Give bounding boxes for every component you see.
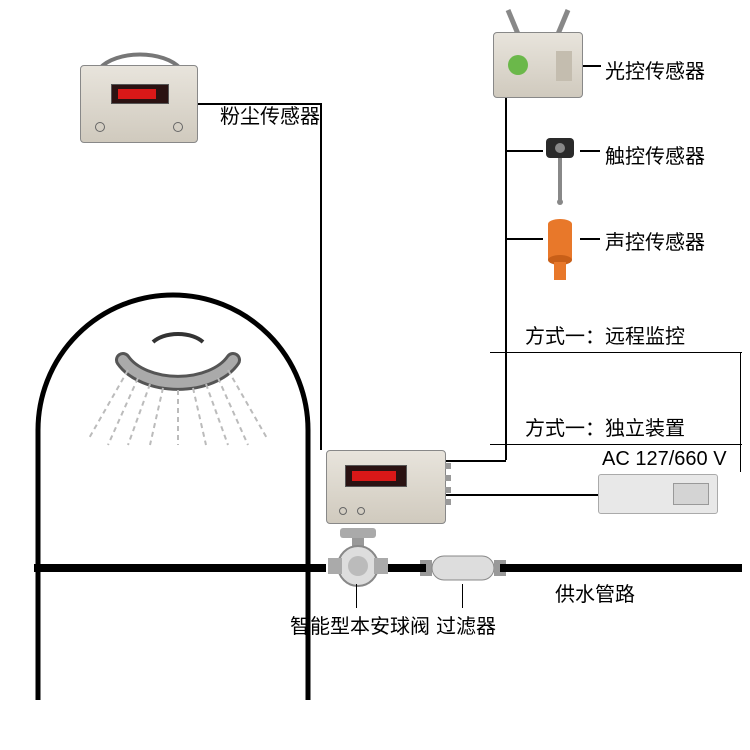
valve-drop — [356, 584, 357, 608]
filter-drop — [462, 584, 463, 608]
wire-sound-r — [580, 238, 600, 240]
touch-sensor-device — [540, 130, 580, 210]
wire-sound — [507, 238, 543, 240]
mode-remote-label: 方式一：远程监控 — [525, 320, 685, 349]
controller-device — [326, 450, 446, 524]
junction-box — [493, 32, 583, 98]
water-pipe-label: 供水管路 — [555, 578, 635, 607]
sensor-bus — [505, 98, 507, 460]
wire-dust-right — [198, 103, 322, 105]
sound-sensor-device — [540, 216, 580, 286]
valve-device — [320, 524, 400, 594]
wire-psu — [446, 494, 598, 496]
mode-remote-drop — [740, 352, 741, 472]
wire-light — [583, 65, 601, 67]
ac-voltage-label: AC 127/660 V — [602, 448, 727, 471]
wire-touch — [507, 150, 543, 152]
mode-standalone-label: 方式一：独立装置 — [525, 412, 685, 441]
mode-remote-underline — [490, 352, 742, 353]
valve-label: 智能型本安球阀 — [290, 610, 430, 639]
water-pipe-mid — [388, 564, 426, 572]
water-pipe-left — [34, 564, 326, 572]
water-pipe-right — [500, 564, 742, 572]
light-sensor-label: 光控传感器 — [605, 55, 705, 84]
wire-controller-bus — [446, 460, 506, 462]
dust-sensor-device — [80, 65, 198, 143]
mode-standalone-underline — [490, 444, 742, 445]
filter-device — [420, 550, 506, 590]
sound-sensor-label: 声控传感器 — [605, 226, 705, 255]
wire-touch-r — [580, 150, 600, 152]
wire-dust-down — [320, 103, 322, 450]
filter-label: 过滤器 — [436, 610, 496, 639]
touch-sensor-label: 触控传感器 — [605, 140, 705, 169]
psu-device — [598, 474, 718, 514]
spray-manifold — [78, 320, 278, 450]
